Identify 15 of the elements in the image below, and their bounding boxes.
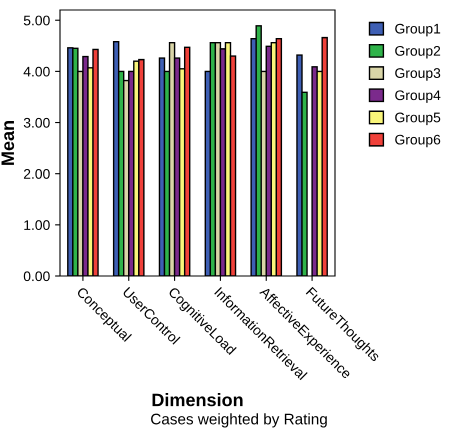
legend-label: Group6	[395, 134, 440, 148]
legend-label: Group2	[395, 46, 440, 59]
x-axis-title: Dimension	[152, 393, 243, 406]
legend-label: Group5	[395, 112, 440, 126]
y-tick-label: 5.00	[24, 16, 50, 26]
y-tick-label: 0.00	[24, 271, 50, 282]
legend-label: Group3	[395, 68, 440, 81]
y-tick-label: 2.00	[24, 169, 50, 179]
y-tick-label: 1.00	[24, 220, 50, 230]
legend-label: Group1	[395, 24, 440, 36]
y-tick-label: 3.00	[24, 118, 50, 128]
legend-label: Group4	[395, 90, 440, 103]
y-axis-title: Mean	[2, 121, 14, 165]
text: Cases weighted by Rating	[151, 413, 327, 428]
y-tick-label: 4.00	[24, 66, 50, 77]
